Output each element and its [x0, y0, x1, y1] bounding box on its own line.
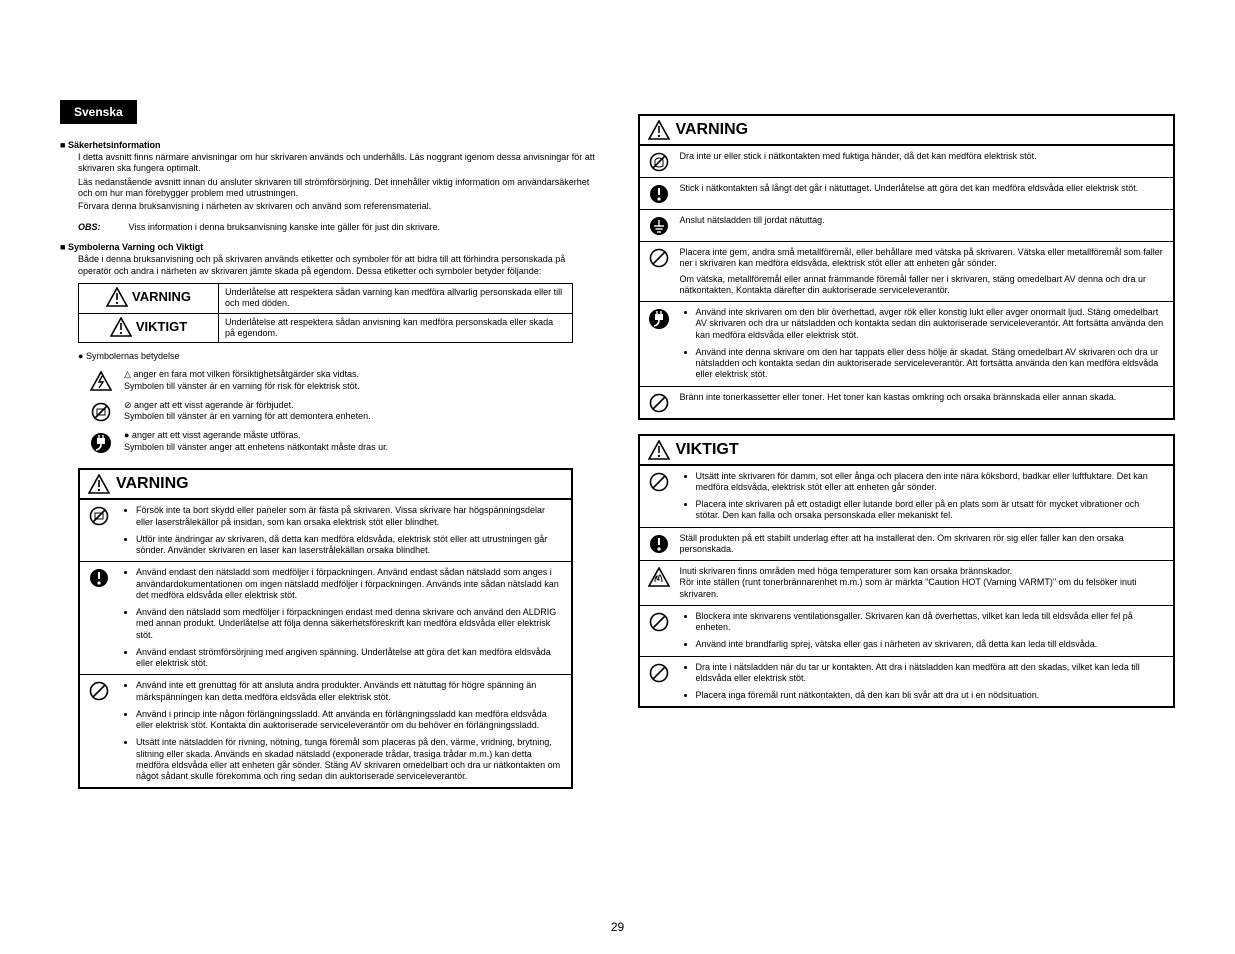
v2-text: Ställ produkten på ett stabilt underlag … [680, 533, 1166, 556]
mandatory-icon [649, 534, 669, 554]
symbol-text-3: ● anger att ett visst agerande måste utf… [124, 430, 388, 453]
hot-triangle-icon [648, 567, 670, 587]
warning-triangle-icon [648, 120, 670, 140]
rw-row-4: Placera inte gem, andra små metallföremå… [640, 241, 1174, 301]
rw-row-1: Dra inte ur eller stick i nätkontakten m… [640, 146, 1174, 177]
v4-li2: Använd inte brandfarlig sprej, vätska el… [696, 639, 1166, 650]
no-wet-hands-icon [649, 152, 669, 172]
v1-li1: Utsätt inte skrivaren för damm, sot elle… [696, 471, 1166, 494]
v1-li2: Placera inte skrivaren på ett ostadigt e… [696, 499, 1166, 522]
rw-row-6: Bränn inte tonerkassetter eller toner. H… [640, 386, 1174, 418]
warning-triangle-icon [106, 287, 128, 307]
def-viktigt-text: Underlåtelse att respektera sådan anvisn… [219, 313, 573, 343]
right-column: VARNING Dra inte ur eller stick i nätkon… [638, 100, 1176, 799]
safety-p2: Läs nedanstående avsnitt innan du anslut… [78, 177, 598, 200]
no-disassemble-icon [89, 506, 109, 526]
warning-triangle-icon [648, 440, 670, 460]
heading-symbols: Symbolerna Varning och Viktigt [60, 242, 598, 252]
w3-li3: Utsätt inte nätsladden för rivning, nötn… [136, 737, 563, 782]
symbol-text-2: ⊘ anger att ett visst agerande är förbju… [124, 400, 371, 423]
v-row-1: Utsätt inte skrivaren för damm, sot elle… [640, 466, 1174, 527]
rw4b-text: Om vätska, metallföremål eller annat frä… [680, 274, 1166, 297]
mandatory-icon [89, 568, 109, 588]
prohibit-icon [89, 681, 109, 701]
v-row-5: Dra inte i nätsladden när du tar ur kont… [640, 656, 1174, 707]
w3-li1: Använd inte ett grenuttag för att anslut… [136, 680, 563, 703]
prohibit-icon [649, 248, 669, 268]
def-varning-text: Underlåtelse att respektera sådan varnin… [219, 283, 573, 313]
warning-triangle-icon [88, 474, 110, 494]
def-varning-cell: VARNING [79, 283, 219, 313]
language-tab: Svenska [60, 100, 137, 124]
v3a-text: Inuti skrivaren finns områden med höga t… [680, 566, 1166, 577]
prohibit-icon [649, 663, 669, 683]
plug-icon [648, 308, 670, 330]
rw1-text: Dra inte ur eller stick i nätkontakten m… [680, 151, 1166, 162]
viktigt-header: VIKTIGT [640, 436, 1174, 466]
viktigt-box: VIKTIGT Utsätt inte skrivaren för damm, … [638, 434, 1176, 709]
left-column: Svenska Säkerhetsinformation I detta avs… [60, 100, 598, 799]
v4-li1: Blockera inte skrivarens ventilationsgal… [696, 611, 1166, 634]
w1-li1: Försök inte ta bort skydd eller paneler … [136, 505, 563, 528]
varning-row-2: Använd endast den nätsladd som medföljer… [80, 561, 571, 674]
varning-box-right: VARNING Dra inte ur eller stick i nätkon… [638, 114, 1176, 420]
rw-row-2: Stick i nätkontakten så långt det går i … [640, 177, 1174, 209]
symbols-intro: Både i denna bruksanvisning och på skriv… [78, 254, 598, 277]
prohibit-icon [649, 393, 669, 413]
v-row-3: Inuti skrivaren finns områden med höga t… [640, 560, 1174, 605]
varning-title: VARNING [116, 475, 189, 493]
heading-safety-info: Säkerhetsinformation [60, 140, 598, 150]
w2-li1: Använd endast den nätsladd som medföljer… [136, 567, 563, 601]
v-row-4: Blockera inte skrivarens ventilationsgal… [640, 605, 1174, 656]
rw5-li1: Använd inte skrivaren om den blir överhe… [696, 307, 1166, 341]
rw-row-5: Använd inte skrivaren om den blir överhe… [640, 301, 1174, 386]
symbol-row-3: ● anger att ett visst agerande måste utf… [88, 430, 598, 454]
varning-header: VARNING [80, 470, 571, 500]
ground-icon [649, 216, 669, 236]
symbol-row-1: △ anger en fara mot vilken försiktighets… [88, 369, 598, 392]
varning-row-1: Försök inte ta bort skydd eller paneler … [80, 500, 571, 561]
mandatory-icon [649, 184, 669, 204]
page-columns: Svenska Säkerhetsinformation I detta avs… [60, 100, 1175, 799]
varning-title-right: VARNING [676, 121, 749, 139]
varning-box-left: VARNING Försök inte ta bort skydd eller … [78, 468, 573, 789]
varning-row-3: Använd inte ett grenuttag för att anslut… [80, 674, 571, 787]
w2-li3: Använd endast strömförsörjning med angiv… [136, 647, 563, 670]
w3-li2: Använd i princip inte någon förlängnings… [136, 709, 563, 732]
w2-li2: Använd den nätsladd som medföljer i förp… [136, 607, 563, 641]
rw6-text: Bränn inte tonerkassetter eller toner. H… [680, 392, 1166, 403]
v5-li2: Placera inga föremål runt nätkontakten, … [696, 690, 1166, 701]
no-disassemble-icon [91, 402, 111, 422]
prohibit-icon [649, 472, 669, 492]
symbol-text-1: △ anger en fara mot vilken försiktighets… [124, 369, 360, 392]
rw-row-3: Anslut nätsladden till jordat nätuttag. [640, 209, 1174, 241]
symbol-row-2: ⊘ anger att ett visst agerande är förbju… [88, 400, 598, 423]
def-viktigt-cell: VIKTIGT [79, 313, 219, 343]
v3b-text: Rör inte ställen (runt tonerbrännarenhet… [680, 577, 1166, 600]
safety-p3: Förvara denna bruksanvisning i närheten … [78, 201, 598, 212]
v5-li1: Dra inte i nätsladden när du tar ur kont… [696, 662, 1166, 685]
symbol-meaning-bullet: Symbolernas betydelse [78, 351, 598, 361]
safety-p1: I detta avsnitt finns närmare anvisninga… [78, 152, 598, 175]
obs-label: OBS: [78, 222, 126, 232]
obs-text: Viss information i denna bruksanvisning … [129, 222, 441, 232]
viktigt-title: VIKTIGT [676, 441, 739, 459]
rw2-text: Stick i nätkontakten så långt det går i … [680, 183, 1166, 194]
plug-icon [90, 432, 112, 454]
page-number: 29 [0, 920, 1235, 934]
varning-header-right: VARNING [640, 116, 1174, 146]
v-row-2: Ställ produkten på ett stabilt underlag … [640, 527, 1174, 561]
w1-li2: Utför inte ändringar av skrivaren, då de… [136, 534, 563, 557]
obs-note: OBS: Viss information i denna bruksanvis… [78, 222, 598, 232]
def-viktigt-label: VIKTIGT [136, 319, 187, 335]
shock-triangle-icon [90, 371, 112, 391]
warning-triangle-icon [110, 317, 132, 337]
definitions-table: VARNING Underlåtelse att respektera såda… [78, 283, 573, 344]
rw3-text: Anslut nätsladden till jordat nätuttag. [680, 215, 1166, 226]
prohibit-icon [649, 612, 669, 632]
rw4a-text: Placera inte gem, andra små metallföremå… [680, 247, 1166, 270]
rw5-li2: Använd inte denna skrivare om den har ta… [696, 347, 1166, 381]
def-varning-label: VARNING [132, 289, 191, 305]
